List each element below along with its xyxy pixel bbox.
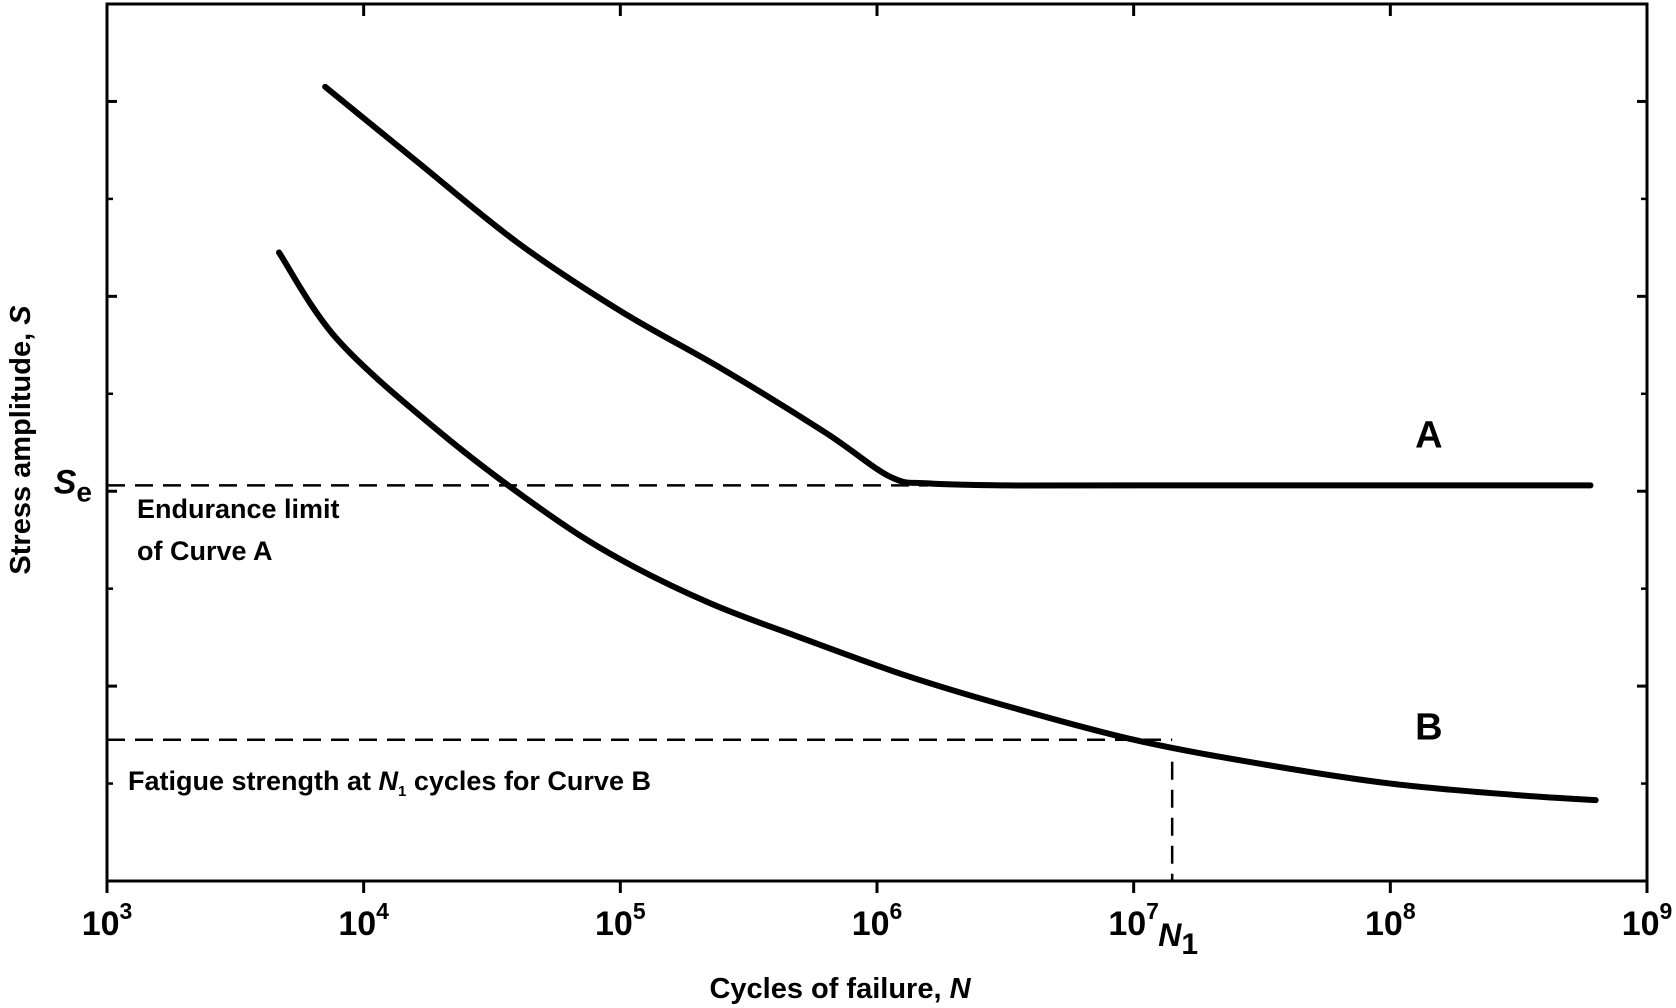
curve-a (322, 83, 1594, 489)
x-axis-title: Cycles of failure, N (709, 973, 971, 1005)
endurance-limit-text-line1: Endurance limit (137, 494, 340, 524)
n1-label-base: N (1158, 917, 1182, 953)
x-tick-label-exponent: 4 (376, 898, 389, 924)
x-tick-label-base: 10 (1108, 905, 1146, 943)
x-tick-label: 105 (595, 898, 646, 943)
fatigue-text-before: Fatigue strength at (128, 766, 379, 796)
reference-lines (107, 484, 1174, 881)
x-tick-label-base: 10 (595, 905, 633, 943)
x-tick-label-exponent: 9 (1660, 898, 1673, 924)
fatigue-text-var: N (379, 766, 399, 796)
x-tick-label-base: 10 (1365, 905, 1403, 943)
x-axis-title-var: N (950, 973, 972, 1005)
x-tick-label: 106 (852, 898, 903, 943)
x-tick-label-exponent: 5 (633, 898, 646, 924)
curve-label-a: A (1415, 414, 1442, 456)
x-tick-label-exponent: 7 (1146, 898, 1159, 924)
x-tick-label: 108 (1365, 898, 1416, 943)
y-axis-title: Stress amplitude, S (5, 305, 37, 575)
x-tick-label-base: 10 (338, 905, 376, 943)
x-tick-label: 109 (1622, 898, 1673, 943)
x-tick-label: 103 (82, 898, 133, 943)
x-tick-label: 107 (1108, 898, 1159, 943)
n1-label: N1 (1158, 917, 1198, 961)
x-tick-label-exponent: 6 (890, 898, 903, 924)
se-label: Se (54, 463, 92, 507)
se-label-sub: e (76, 476, 92, 507)
endurance-limit-text-line2: of Curve A (137, 536, 273, 566)
y-axis-title-text: Stress amplitude, (5, 325, 37, 575)
curve-label-b: B (1415, 707, 1442, 749)
se-label-base: S (54, 463, 77, 501)
fatigue-text-after: cycles for Curve B (406, 766, 651, 796)
x-tick-label-exponent: 8 (1403, 898, 1416, 924)
fatigue-strength-text: Fatigue strength at N1 cycles for Curve … (128, 766, 651, 800)
n1-label-sub: 1 (1181, 928, 1198, 961)
x-axis-title-text: Cycles of failure, (709, 973, 949, 1005)
x-tick-label: 104 (338, 898, 389, 943)
axis-ticks (105, 4, 1649, 893)
curve-b (275, 249, 1599, 804)
series-layer (275, 83, 1599, 804)
x-tick-labels: 103 104 105 106 107 108 109 (82, 898, 1673, 943)
y-axis-title-var: S (5, 305, 37, 325)
x-tick-label-base: 10 (852, 905, 890, 943)
x-tick-label-base: 10 (1622, 905, 1660, 943)
fatigue-text-sub: 1 (398, 783, 406, 800)
x-tick-label-exponent: 3 (120, 898, 133, 924)
x-tick-label-base: 10 (82, 905, 120, 943)
